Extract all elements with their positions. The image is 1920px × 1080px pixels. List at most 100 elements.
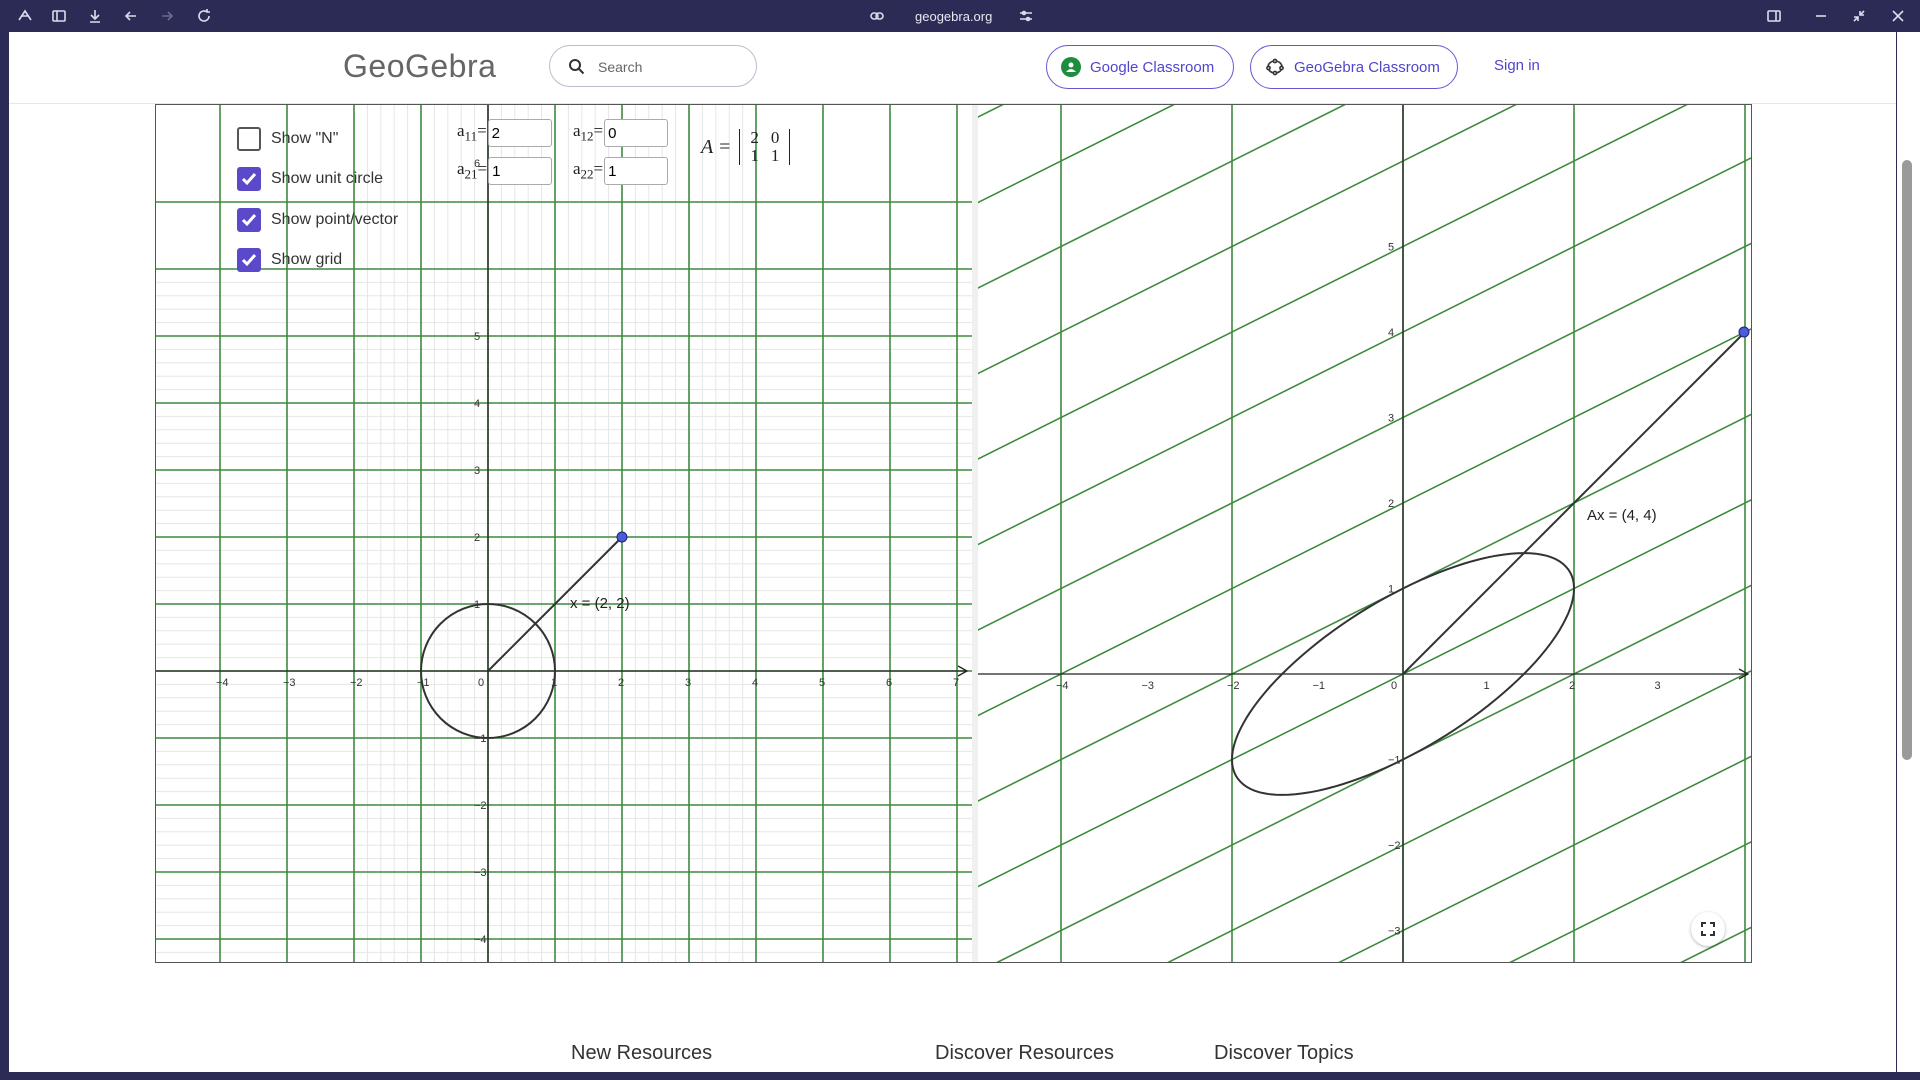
y-tick-label: −3 xyxy=(474,867,487,879)
checkbox-box[interactable] xyxy=(237,248,261,272)
transformed-grid-line xyxy=(996,584,1751,962)
x-tick-label: −4 xyxy=(216,677,229,689)
transformed-grid-line xyxy=(978,674,1752,963)
x-tick-label: 2 xyxy=(618,677,624,689)
a11-input[interactable] xyxy=(487,119,552,147)
show-point-vector-checkbox[interactable]: Show point/vector xyxy=(237,208,398,232)
web-page: GeoGebra Google Classroom GeoGebra Class… xyxy=(9,32,1896,1072)
a12-field[interactable]: a12= xyxy=(573,119,669,147)
restore-icon[interactable] xyxy=(1850,7,1868,25)
x-tick-label: −1 xyxy=(1313,680,1326,692)
x-tick-label: −1 xyxy=(417,677,430,689)
vector-label: x = (2, 2) xyxy=(570,595,630,612)
matrix-name: A = xyxy=(701,135,732,158)
transformed-grid-line xyxy=(978,845,1752,963)
x-tick-label: 3 xyxy=(1655,680,1661,692)
checkbox-label: Show point/vector xyxy=(271,211,399,228)
x-axis-arrow xyxy=(957,665,969,677)
transformed-grid-line xyxy=(978,242,1751,631)
show-unit-circle-checkbox[interactable]: Show unit circle xyxy=(237,167,383,191)
search-box[interactable] xyxy=(549,45,757,87)
page-scrollbar[interactable] xyxy=(1897,32,1920,1072)
transformed-grid-line xyxy=(1338,755,1751,962)
reload-icon[interactable] xyxy=(195,7,213,25)
transformed-grid-line xyxy=(978,105,1752,674)
search-input[interactable] xyxy=(596,56,740,78)
x-tick-label: 5 xyxy=(819,677,825,689)
x-tick-label: 6 xyxy=(886,677,892,689)
vector-point xyxy=(616,531,628,543)
back-icon[interactable] xyxy=(122,7,140,25)
x-tick-label: 0 xyxy=(478,677,484,689)
geogebra-classroom-button[interactable]: GeoGebra Classroom xyxy=(1250,45,1458,89)
matrix-cell: 1 xyxy=(750,146,759,165)
x-tick-label: −2 xyxy=(350,677,363,689)
unit-circle xyxy=(420,603,556,739)
close-icon[interactable] xyxy=(1889,7,1907,25)
url-text[interactable]: geogebra.org xyxy=(915,9,993,24)
x-tick-label: 4 xyxy=(752,677,758,689)
transformed-grid-line xyxy=(978,418,1752,964)
a22-field[interactable]: a22= xyxy=(573,157,669,185)
sign-in-link[interactable]: Sign in xyxy=(1494,57,1540,74)
vector-ax xyxy=(1402,331,1746,675)
show-n-checkbox[interactable]: Show "N" xyxy=(237,127,338,151)
discover-resources-heading[interactable]: Discover Resources xyxy=(935,1042,1114,1064)
transformed-grid-line xyxy=(978,332,1752,963)
view-divider[interactable] xyxy=(972,105,978,962)
forward-icon[interactable] xyxy=(158,7,176,25)
y-tick-label: −1 xyxy=(474,733,487,745)
x-tick-label: 1 xyxy=(1484,680,1490,692)
a21-field[interactable]: a21= xyxy=(457,157,553,185)
browser-titlebar: geogebra.org xyxy=(0,0,1920,32)
google-classroom-icon xyxy=(1061,57,1081,77)
matrix-cell: 1 xyxy=(770,146,780,165)
x-tick-label: −3 xyxy=(1142,680,1155,692)
transformed-grid-line xyxy=(978,328,1751,717)
split-view-icon[interactable] xyxy=(1765,7,1783,25)
vector-label: Ax = (4, 4) xyxy=(1587,507,1657,524)
y-tick-label: 2 xyxy=(474,532,480,544)
a21-input[interactable] xyxy=(488,157,553,185)
discover-topics-heading[interactable]: Discover Topics xyxy=(1214,1042,1354,1064)
link-icon[interactable] xyxy=(868,7,886,25)
show-grid-checkbox[interactable]: Show grid xyxy=(237,248,342,272)
sidebar-icon[interactable] xyxy=(50,7,68,25)
a11-field[interactable]: a11= xyxy=(457,119,552,147)
new-resources-heading[interactable]: New Resources xyxy=(571,1042,713,1064)
y-tick-label: 6 xyxy=(474,158,480,170)
y-tick-label: −1 xyxy=(1388,755,1401,767)
y-tick-label: 3 xyxy=(474,465,480,477)
y-tick-label: −3 xyxy=(1388,926,1401,938)
download-icon[interactable] xyxy=(86,7,104,25)
search-icon xyxy=(569,59,585,75)
a22-input[interactable] xyxy=(604,157,669,185)
checkbox-box[interactable] xyxy=(237,167,261,191)
a22-label: a22= xyxy=(573,159,604,182)
geogebra-logo[interactable]: GeoGebra xyxy=(343,48,497,84)
transformed-grid-line xyxy=(978,105,1004,118)
y-tick-label: 5 xyxy=(1388,242,1394,254)
checkbox-box[interactable] xyxy=(237,208,261,232)
google-classroom-button[interactable]: Google Classroom xyxy=(1046,45,1234,89)
a12-label: a12= xyxy=(573,121,604,144)
google-classroom-label: Google Classroom xyxy=(1090,58,1215,76)
checkbox-label: Show grid xyxy=(271,251,343,268)
fullscreen-button[interactable] xyxy=(1691,912,1725,946)
checkbox-box[interactable] xyxy=(237,127,261,151)
a12-input[interactable] xyxy=(604,119,669,147)
transformed-grid-line xyxy=(978,413,1751,802)
x-tick-label: 2 xyxy=(1569,680,1575,692)
scrollbar-thumb[interactable] xyxy=(1902,160,1912,760)
y-tick-label: 4 xyxy=(1388,327,1394,339)
tune-icon[interactable] xyxy=(1017,7,1035,25)
transformed-grid-line xyxy=(978,157,1751,546)
y-tick-label: 3 xyxy=(1388,413,1394,425)
x-axis-arrow xyxy=(1738,668,1750,680)
app-icon[interactable] xyxy=(16,7,34,25)
y-tick-label: 2 xyxy=(1388,498,1394,510)
minimize-icon[interactable] xyxy=(1812,7,1830,25)
